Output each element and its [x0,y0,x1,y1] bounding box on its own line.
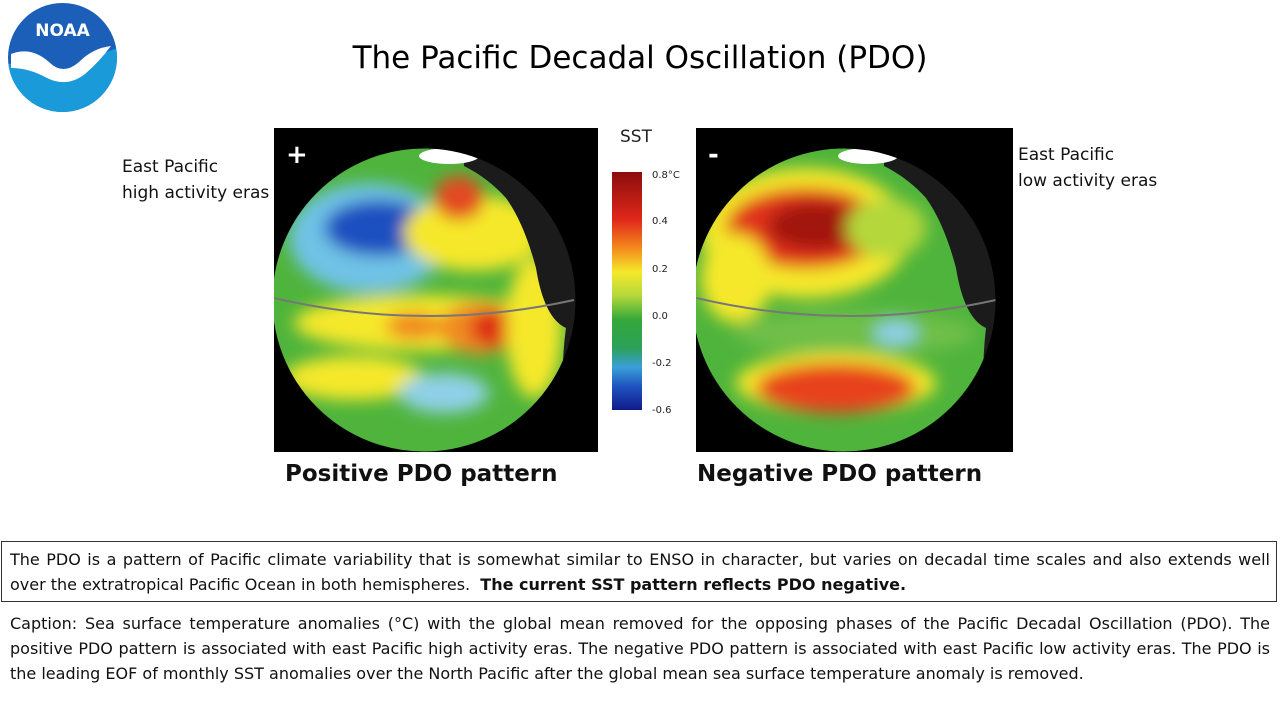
positive-pattern-label: Positive PDO pattern [285,461,558,487]
svg-text:NOAA: NOAA [35,21,90,41]
info-text-main: The PDO is a pattern of Pacific climate … [10,550,1270,594]
positive-side-label-line2: high activity eras [122,183,270,203]
tick-label: -0.2 [652,358,672,369]
tick-label: 0.4 [652,216,668,227]
negative-side-label-line1: East Pacific [1018,145,1115,165]
tick-label: 0.0 [652,311,668,322]
negative-side-label: East Pacific low activity eras [1018,142,1157,194]
positive-side-label-line1: East Pacific [122,157,219,177]
sst-color-scale [612,172,642,410]
negative-pdo-map: - [696,128,1013,452]
noaa-logo: NOAA [8,3,117,112]
caption-text: Caption: Sea surface temperature anomali… [10,614,1270,683]
negative-pdo-globe [696,147,997,452]
info-text: The PDO is a pattern of Pacific climate … [10,547,1270,597]
sst-scale-title: SST [620,127,652,147]
positive-sign: + [286,140,308,170]
tick-label: 0.2 [652,264,668,275]
positive-side-label: East Pacific high activity eras [122,154,269,206]
tick-label: 0.8°C [652,170,680,181]
positive-pdo-map: + [274,128,598,452]
negative-sign: - [708,140,719,170]
page-title: The Pacific Decadal Oscillation (PDO) [352,40,928,76]
negative-pattern-label: Negative PDO pattern [697,461,983,487]
positive-pdo-globe [274,147,577,452]
tick-label: -0.6 [652,405,672,416]
negative-side-label-line2: low activity eras [1018,171,1158,191]
info-box [1,541,1277,602]
info-text-bold: The current SST pattern reflects PDO neg… [480,575,907,594]
